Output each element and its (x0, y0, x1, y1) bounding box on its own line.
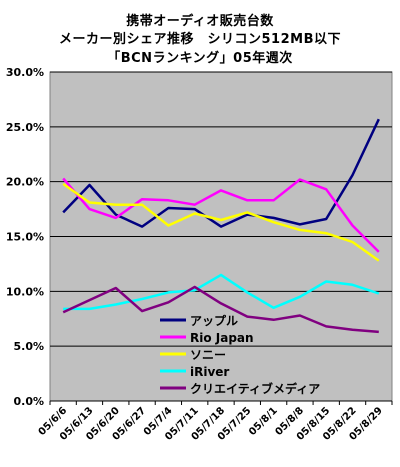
y-tick-label: 15.0% (6, 231, 44, 244)
y-tick-label: 10.0% (6, 285, 44, 298)
legend: アップル Rio Japan ソニー iRiver クリエイティブメディア (160, 313, 320, 396)
legend-label: Rio Japan (190, 331, 254, 345)
chart-title-line-1: 携帯オーディオ販売台数 (126, 14, 274, 29)
chart-title-line-2: メーカー別シェア推移 シリコン512MB以下 (59, 32, 341, 47)
legend-label: iRiver (190, 365, 229, 379)
x-tick-label: 05/8/1 (247, 405, 280, 438)
series-line-1 (62, 177, 380, 253)
y-axis-ticks: 30.0% 25.0% 20.0% 15.0% 10.0% 5.0% 0.0% (6, 66, 44, 408)
series-line-2 (62, 182, 380, 262)
chart-title-line-3: 「BCNランキング」05年週次 (107, 51, 293, 66)
legend-label: クリエイティブメディア (190, 381, 320, 396)
y-tick-label: 20.0% (6, 176, 44, 189)
y-tick-label: 5.0% (13, 340, 44, 353)
series-lines (62, 118, 380, 334)
y-tick-label: 30.0% (6, 66, 44, 79)
legend-label: アップル (190, 313, 238, 328)
series-line-3 (63, 273, 380, 311)
y-tick-label: 0.0% (13, 395, 44, 408)
legend-label: ソニー (190, 348, 226, 362)
y-tick-label: 25.0% (6, 121, 44, 134)
series-line-4 (62, 285, 379, 334)
series-line-0 (62, 118, 380, 228)
x-axis-ticks: 05/6/605/6/1305/6/2005/6/2705/7/405/7/11… (37, 400, 393, 443)
